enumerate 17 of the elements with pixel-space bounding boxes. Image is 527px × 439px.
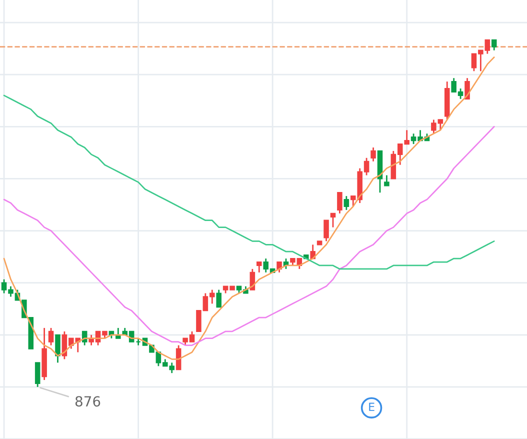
candlestick: [48, 327, 54, 346]
candlestick: [384, 174, 390, 186]
candlestick: [324, 220, 329, 242]
candlestick: [330, 212, 336, 228]
candlestick: [337, 192, 342, 214]
candlestick: [310, 244, 316, 260]
text: 876: [75, 396, 100, 407]
candlestick: [34, 362, 40, 388]
candlestick: [370, 146, 376, 162]
candlestick: [55, 334, 60, 364]
text: E: [369, 402, 374, 411]
candlestick: [344, 195, 350, 211]
candlestick: [491, 39, 497, 52]
candlestick: [256, 261, 262, 274]
candlestick: [176, 344, 182, 370]
candlestick: [216, 289, 222, 308]
candlestick: [276, 261, 282, 274]
